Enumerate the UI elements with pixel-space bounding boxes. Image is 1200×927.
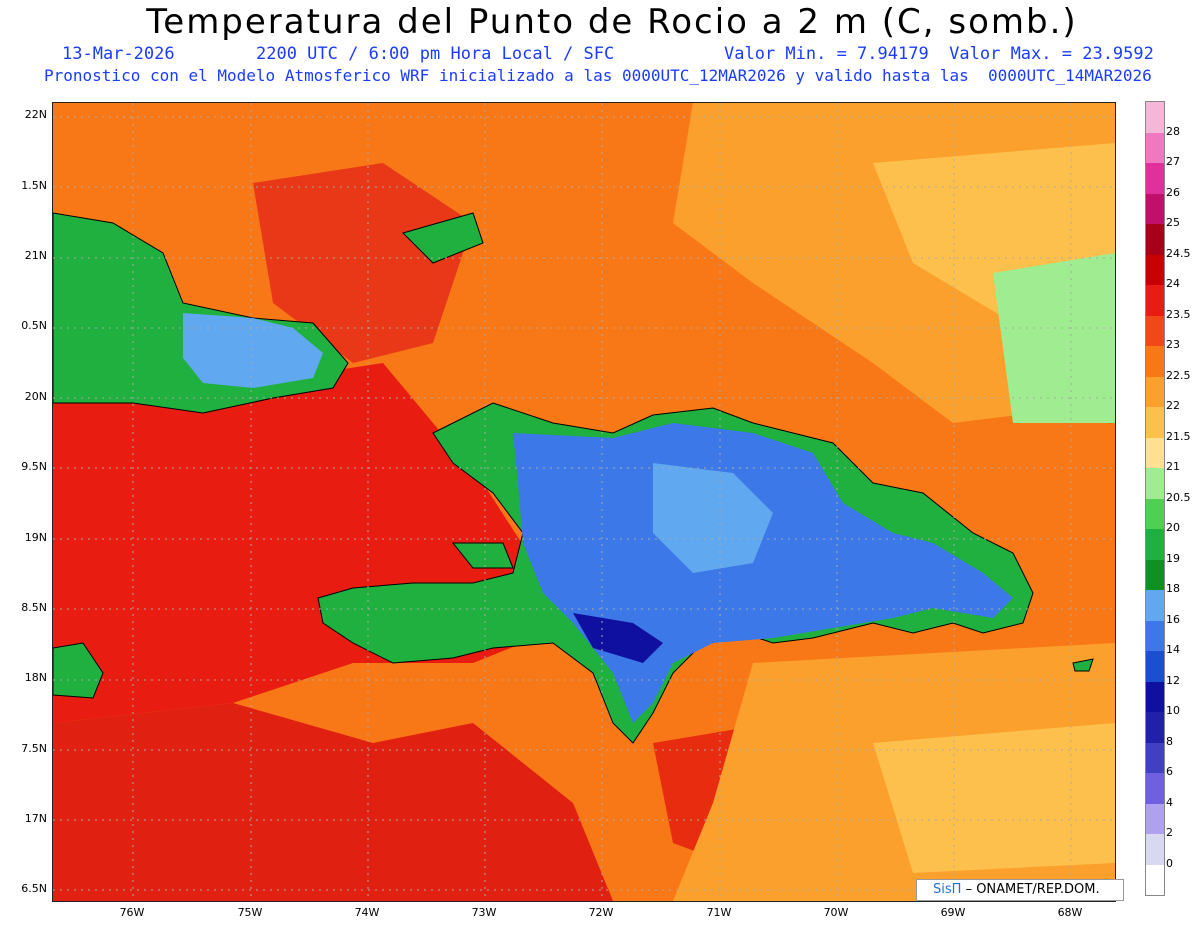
- jamaica-landmass: [53, 642, 104, 699]
- lat-label: 19N: [24, 531, 47, 544]
- interior-dark-core: [573, 613, 663, 663]
- colorbar-level-label: 6: [1166, 765, 1173, 778]
- lat-label: 21N: [24, 249, 47, 262]
- colorbar-level-label: 8: [1166, 734, 1173, 748]
- colorbar-segment: [1146, 864, 1164, 895]
- lat-label: 0.5N: [21, 319, 47, 332]
- mona-island: [1072, 658, 1094, 672]
- lon-label: 69W: [940, 906, 966, 919]
- colorbar-level-label: 14: [1166, 643, 1180, 656]
- southeast-yellow-zone: [873, 723, 1115, 873]
- colorbar-level-label: 21.5: [1166, 429, 1191, 443]
- min-max-values: Valor Min. = 7.94179 Valor Max. = 23.959…: [724, 44, 1154, 64]
- small-island: [402, 212, 484, 264]
- colorbar-segment: [1146, 193, 1164, 224]
- colorbar-segment: [1146, 834, 1164, 865]
- colorbar-level-label: 18: [1166, 582, 1180, 595]
- colorbar-segment: [1146, 224, 1164, 255]
- east-green-patch: [993, 253, 1115, 423]
- sis-logo-text: SisΠ: [933, 882, 962, 897]
- colorbar-segment: [1146, 559, 1164, 590]
- colorbar-segment: [1146, 102, 1164, 133]
- warm-zone-north: [253, 163, 473, 363]
- colorbar-segment: [1146, 407, 1164, 438]
- lat-label: 20N: [24, 390, 47, 403]
- colorbar-segment: [1146, 132, 1164, 163]
- colorbar-segment: [1146, 285, 1164, 316]
- colorbar-level-label: 10: [1166, 704, 1180, 717]
- colorbar-segment: [1146, 468, 1164, 499]
- colorbar-segment: [1146, 346, 1164, 377]
- lat-label: 6.5N: [21, 882, 47, 895]
- colorbar-level-label: 23.5: [1166, 307, 1191, 321]
- colorbar-level-label: 4: [1166, 795, 1173, 809]
- lon-label: 68W: [1057, 906, 1083, 919]
- lat-label: 1.5N: [21, 179, 47, 192]
- dewpoint-map: [52, 102, 1116, 902]
- colorbar: [1145, 101, 1165, 896]
- colorbar-level-label: 26: [1166, 185, 1180, 199]
- colorbar-level-label: 12: [1166, 673, 1180, 687]
- colorbar-level-label: 22.5: [1166, 368, 1191, 382]
- colorbar-segment: [1146, 529, 1164, 560]
- colorbar-level-label: 19: [1166, 551, 1180, 565]
- lon-label: 76W: [119, 906, 145, 919]
- colorbar-segment: [1146, 498, 1164, 529]
- cuba-moist-area: [183, 313, 323, 388]
- colorbar-segment: [1146, 681, 1164, 712]
- colorbar-segment: [1146, 315, 1164, 346]
- lat-label: 7.5N: [21, 742, 47, 755]
- colorbar-level-label: 21: [1166, 460, 1180, 473]
- lon-label: 75W: [237, 906, 263, 919]
- logo-org-text: – ONAMET/REP.DOM.: [965, 882, 1100, 897]
- forecast-date: 13-Mar-2026: [62, 44, 175, 64]
- lon-label: 74W: [354, 906, 380, 919]
- lon-label: 70W: [823, 906, 849, 919]
- lat-label: 17N: [24, 812, 47, 825]
- map-field-svg: [53, 103, 1115, 901]
- lat-label: 8.5N: [21, 601, 47, 614]
- colorbar-segment: [1146, 742, 1164, 773]
- lon-label: 72W: [588, 906, 614, 919]
- colorbar-level-label: 22: [1166, 399, 1180, 412]
- colorbar-level-label: 23: [1166, 338, 1180, 351]
- colorbar-level-label: 0: [1166, 856, 1173, 870]
- colorbar-segment: [1146, 376, 1164, 407]
- colorbar-level-label: 2: [1166, 826, 1173, 839]
- colorbar-level-label: 28: [1166, 124, 1180, 138]
- colorbar-segment: [1146, 590, 1164, 621]
- lon-label: 71W: [706, 906, 732, 919]
- colorbar-level-label: 27: [1166, 155, 1180, 168]
- lon-label: 73W: [471, 906, 497, 919]
- colorbar-segment: [1146, 620, 1164, 651]
- tortuga-island: [451, 542, 514, 569]
- interior-light-blue: [653, 463, 773, 573]
- lat-label: 9.5N: [21, 460, 47, 473]
- warm-zone-southwest: [53, 703, 613, 901]
- model-description: Pronostico con el Modelo Atmosferico WRF…: [44, 66, 1152, 85]
- colorbar-segment: [1146, 254, 1164, 285]
- lat-label: 22N: [24, 108, 47, 121]
- colorbar-segment: [1146, 651, 1164, 682]
- lat-label: 18N: [24, 671, 47, 684]
- colorbar-level-label: 24: [1166, 277, 1180, 290]
- map-title: Temperatura del Punto de Rocio a 2 m (C,…: [146, 2, 1078, 42]
- colorbar-segment: [1146, 437, 1164, 468]
- onamet-logo: SisΠ – ONAMET/REP.DOM.: [916, 879, 1124, 901]
- colorbar-segment: [1146, 712, 1164, 743]
- map-gridlines: [53, 103, 1115, 901]
- colorbar-segment: [1146, 773, 1164, 804]
- colorbar-segment: [1146, 163, 1164, 194]
- colorbar-level-label: 16: [1166, 612, 1180, 626]
- colorbar-level-label: 20: [1166, 521, 1180, 534]
- colorbar-segment: [1146, 803, 1164, 834]
- colorbar-level-label: 24.5: [1166, 246, 1191, 260]
- forecast-time: 2200 UTC / 6:00 pm Hora Local / SFC: [256, 44, 615, 64]
- colorbar-level-label: 25: [1166, 216, 1180, 229]
- colorbar-level-label: 20.5: [1166, 490, 1191, 504]
